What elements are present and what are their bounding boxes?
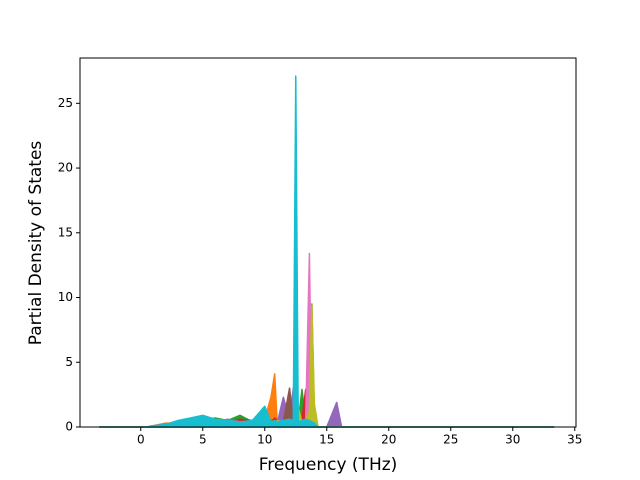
y-axis-label: Partial Density of States — [26, 141, 46, 346]
x-tick-label: 0 — [137, 433, 145, 447]
y-tick-label: 10 — [58, 290, 73, 304]
x-tick-label: 10 — [257, 433, 272, 447]
plot-frame — [79, 57, 577, 428]
x-tick-label: 30 — [505, 433, 520, 447]
x-axis-label: Frequency (THz) — [259, 455, 398, 475]
x-tick-label: 25 — [443, 433, 458, 447]
x-tick-label: 15 — [319, 433, 334, 447]
x-tick-label: 5 — [199, 433, 207, 447]
x-tick-label: 20 — [381, 433, 396, 447]
y-tick-label: 25 — [58, 96, 73, 110]
y-tick-label: 0 — [65, 420, 73, 434]
x-tick-label: 35 — [567, 433, 582, 447]
y-tick-label: 20 — [58, 161, 73, 175]
y-tick-label: 15 — [58, 225, 73, 239]
y-tick-label: 5 — [65, 355, 73, 369]
